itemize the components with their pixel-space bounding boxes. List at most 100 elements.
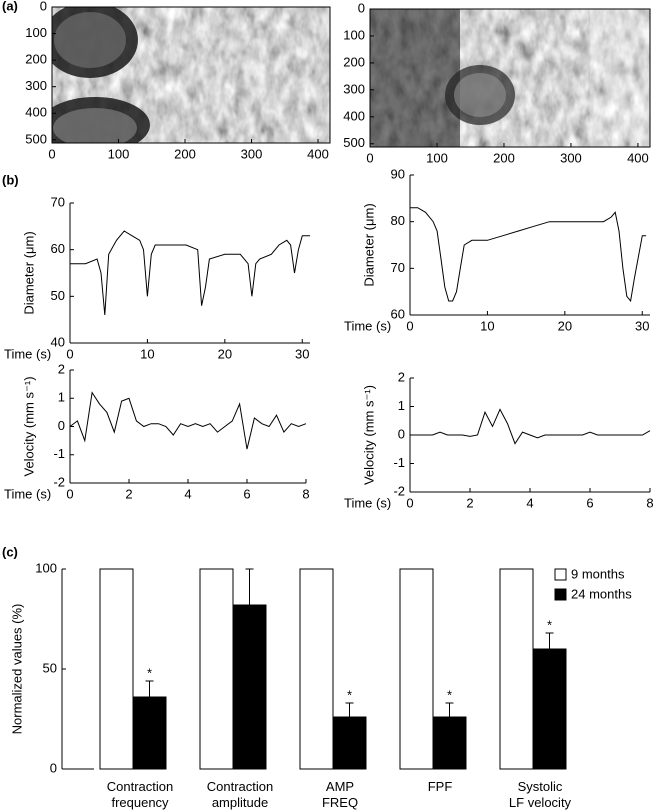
- y-tick-label: -1: [53, 446, 65, 461]
- panel-label: (b): [2, 172, 19, 187]
- y-axis-label: Normalized values (%): [9, 604, 24, 735]
- bar: [532, 648, 567, 770]
- x-tick-label: 20: [558, 318, 572, 333]
- panel-label: (a): [2, 0, 18, 13]
- x-tick-label: 200: [493, 150, 515, 165]
- micrograph-left: [52, 7, 330, 143]
- legend-swatch: [554, 568, 567, 581]
- significance-mark: *: [147, 665, 152, 680]
- error-bar: [545, 632, 554, 649]
- x-tick-label: 200: [174, 146, 196, 161]
- panel-label: (c): [2, 544, 18, 559]
- x-tick-label: 30: [635, 318, 649, 333]
- y-tick-label: 70: [391, 260, 405, 275]
- significance-mark: *: [347, 687, 352, 702]
- x-tick-label: 0: [48, 146, 55, 161]
- y-tick-label: 0: [50, 760, 57, 775]
- x-tick-label: 2: [125, 486, 132, 501]
- line-series: [69, 391, 307, 450]
- bar: [199, 568, 234, 770]
- y-tick-label: 60: [391, 306, 405, 321]
- x-tick-label: 0: [406, 318, 413, 333]
- axes-frame: [369, 8, 651, 148]
- line-series: [410, 408, 651, 445]
- x-tick-label: 0: [66, 346, 73, 361]
- error-bar: [145, 680, 154, 697]
- y-axis-label: Velocity (mm s⁻¹): [361, 385, 376, 485]
- x-tick-label: 4: [184, 486, 191, 501]
- y-tick-label: 0: [58, 418, 65, 433]
- legend-label: 24 months: [571, 586, 632, 601]
- y-tick-label: 200: [25, 52, 47, 67]
- y-tick-label: 60: [51, 241, 65, 256]
- y-tick-label: -1: [393, 455, 405, 470]
- line-series: [70, 230, 310, 316]
- y-tick-label: 100: [343, 27, 365, 42]
- x-tick-label: 10: [140, 346, 154, 361]
- y-tick-label: 400: [343, 108, 365, 123]
- bar: [332, 716, 367, 770]
- category-label: Contraction frequency: [106, 779, 174, 810]
- category-label: Systolic LF velocity: [508, 779, 572, 810]
- x-tick-label: 2: [466, 495, 473, 510]
- legend-swatch: [554, 588, 567, 601]
- x-tick-label: 20: [218, 346, 232, 361]
- x-tick-label: 300: [241, 146, 263, 161]
- x-tick-label: 8: [646, 495, 653, 510]
- x-axis-label: Time (s): [4, 346, 51, 361]
- y-tick-label: 50: [51, 288, 65, 303]
- y-tick-label: 0: [398, 426, 405, 441]
- x-tick-label: 400: [627, 150, 649, 165]
- bar: [99, 568, 134, 770]
- y-tick-label: 300: [25, 78, 47, 93]
- micrograph-right: [370, 9, 650, 147]
- error-bar: [245, 568, 254, 605]
- x-tick-label: 6: [586, 495, 593, 510]
- x-axis-label: Time (s): [344, 318, 391, 333]
- y-tick-label: 1: [58, 390, 65, 405]
- y-tick-label: 2: [58, 361, 65, 376]
- y-tick-label: -2: [53, 474, 65, 489]
- x-tick-label: 0: [366, 150, 373, 165]
- x-tick-label: 100: [426, 150, 448, 165]
- y-tick-label: 400: [25, 105, 47, 120]
- y-tick-label: 80: [391, 213, 405, 228]
- y-tick-label: 2: [398, 369, 405, 384]
- line-series: [410, 207, 647, 303]
- error-bar: [345, 702, 354, 717]
- x-tick-label: 10: [480, 318, 494, 333]
- y-tick-label: 1: [398, 398, 405, 413]
- x-axis-label: Time (s): [4, 486, 51, 501]
- y-tick-label: 90: [391, 166, 405, 181]
- category-label: FPF: [427, 779, 453, 794]
- y-tick-label: 0: [40, 0, 47, 13]
- category-label: Contraction amplitude: [206, 779, 274, 810]
- x-tick-label: 300: [560, 150, 582, 165]
- x-tick-label: 6: [243, 486, 250, 501]
- bar: [499, 568, 534, 770]
- x-tick-label: 400: [307, 146, 329, 161]
- axes-frame: [51, 6, 331, 144]
- y-tick-label: 0: [358, 0, 365, 15]
- bar: [132, 696, 167, 770]
- x-axis-label: Time (s): [344, 495, 391, 510]
- y-tick-label: -2: [393, 483, 405, 498]
- x-tick-label: 30: [295, 346, 309, 361]
- category-label: AMP FREQ: [321, 779, 359, 810]
- bar: [299, 568, 334, 770]
- y-tick-label: 40: [51, 334, 65, 349]
- y-tick-label: 70: [51, 194, 65, 209]
- bar: [232, 604, 267, 770]
- error-bar: [445, 702, 454, 717]
- y-tick-label: 500: [343, 135, 365, 150]
- significance-mark: *: [547, 617, 552, 632]
- legend-label: 9 months: [571, 566, 625, 581]
- x-tick-label: 4: [526, 495, 533, 510]
- x-tick-label: 100: [108, 146, 130, 161]
- x-tick-label: 0: [66, 486, 73, 501]
- y-tick-label: 100: [25, 25, 47, 40]
- y-tick-label: 500: [25, 131, 47, 146]
- y-axis-label: Diameter (μm): [21, 231, 36, 314]
